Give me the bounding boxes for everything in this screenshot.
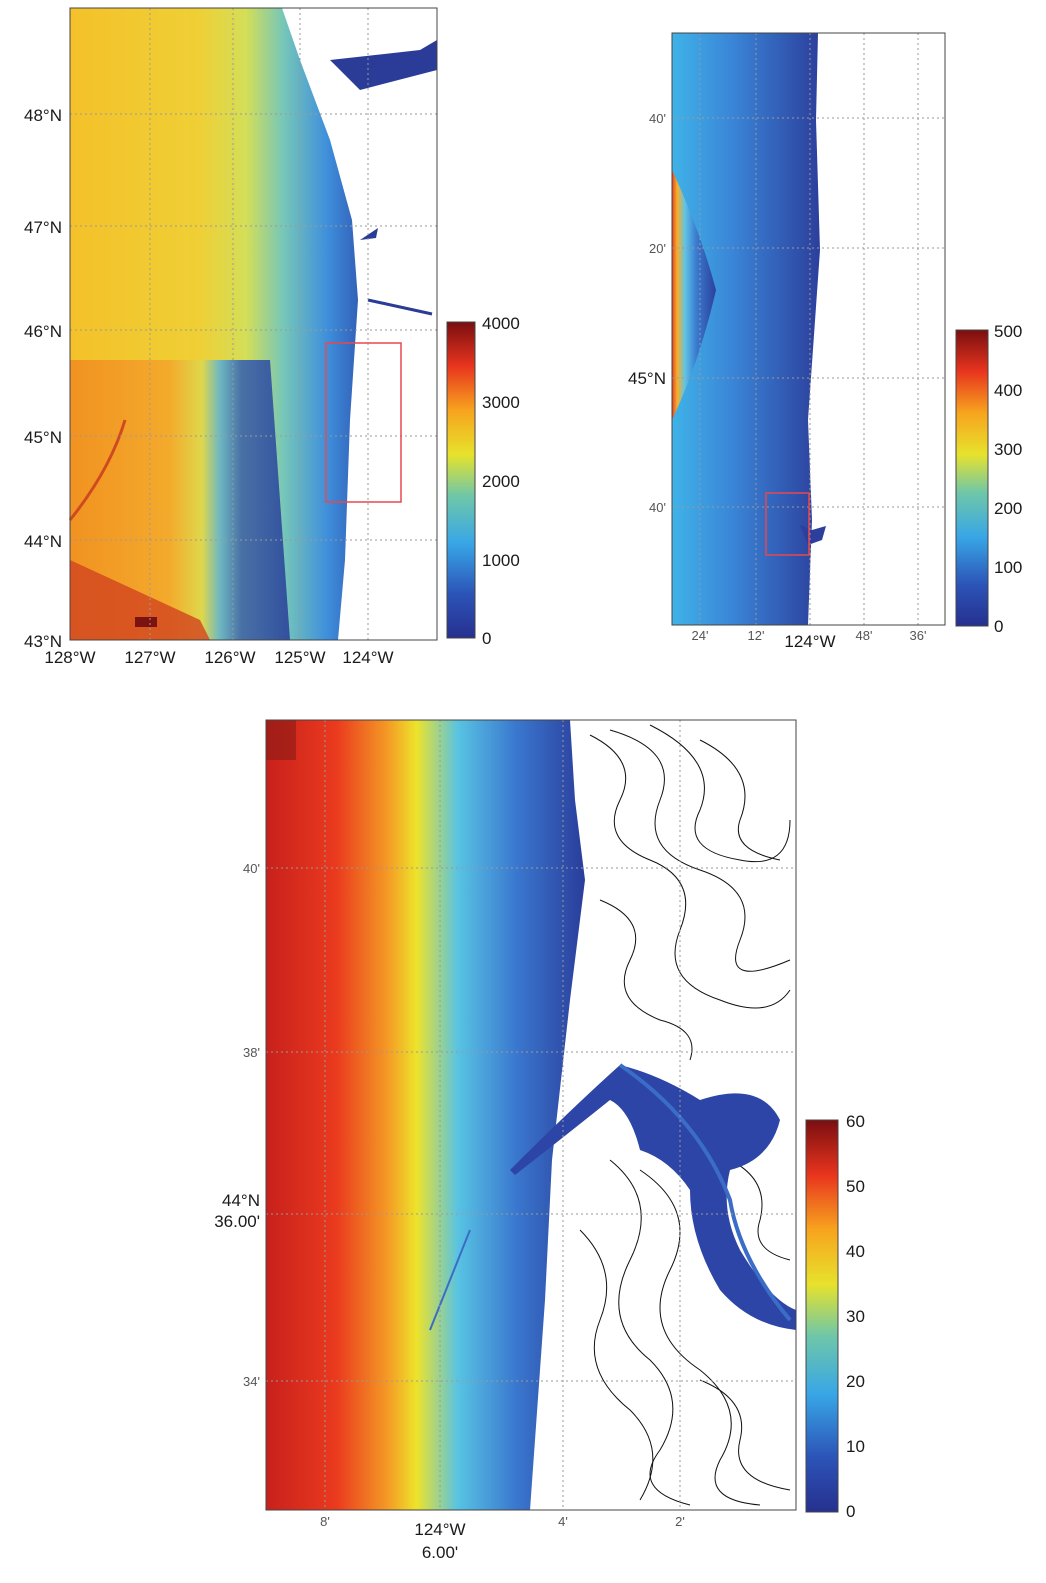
estuary-bathymetry [266,720,586,1510]
estuary-ytick: 40' [243,861,260,876]
regional-xtick: 128°W [44,648,95,667]
regional-river-mouth [360,228,378,240]
coastal-xtick: 36' [910,628,927,643]
regional-xtick: 124°W [342,648,393,667]
estuary-xtick: 4' [558,1514,568,1529]
estuary-xtick: 124°W [414,1520,465,1539]
regional-colorbar-tick: 0 [482,629,491,648]
regional-colorbar-tick: 4000 [482,314,520,333]
estuary-grid [266,720,796,1510]
regional-xtick: 125°W [274,648,325,667]
regional-colorbar [446,321,476,639]
coastal-deep-lobe [672,170,716,420]
estuary-xtick: 2' [675,1514,685,1529]
regional-ytick: 43°N [24,632,62,651]
regional-grid [70,8,437,640]
coastal-xtick: 12' [748,628,765,643]
regional-columbia-river [367,298,433,316]
estuary-ytick: 38' [243,1045,260,1060]
regional-xtick: 126°W [204,648,255,667]
estuary-colorbar-tick: 60 [846,1112,865,1131]
estuary-frame [265,719,797,1511]
estuary-trough [429,1229,471,1331]
regional-ytick: 45°N [24,428,62,447]
estuary-colorbar-tick: 20 [846,1372,865,1391]
coastal-xtick: 24' [692,628,709,643]
estuary-colorbar-tick: 10 [846,1437,865,1456]
estuary-xtick: 8' [320,1514,330,1529]
estuary-main-channel [618,1063,792,1322]
coastal-ytick: 20' [649,241,666,256]
coastal-colorbar-tick: 300 [994,440,1022,459]
regional-map-panel: 48°N 47°N 46°N 45°N 44°N 43°N 128°W 127°… [24,7,520,667]
regional-frame [69,7,438,641]
estuary-colorbar-tick: 50 [846,1177,865,1196]
estuary-colorbar-tick: 40 [846,1242,865,1261]
regional-colorbar-tick: 3000 [482,393,520,412]
regional-canyon [68,419,127,521]
estuary-deep-corner [266,720,296,760]
estuary-colorbar-tick: 0 [846,1502,855,1521]
coastal-colorbar-tick: 100 [994,558,1022,577]
coastal-colorbar-tick: 200 [994,499,1022,518]
regional-ytick: 44°N [24,532,62,551]
regional-strait [330,40,437,90]
coastal-ytick: 40' [649,111,666,126]
coastal-colorbar-tick: 500 [994,322,1022,341]
estuary-topo-contours [579,724,791,1506]
coastal-inset-box [765,492,810,556]
coastal-grid [672,33,945,625]
estuary-ytick: 36.00' [214,1212,260,1231]
regional-colorbar-tick: 2000 [482,472,520,491]
regional-inset-box [325,342,402,503]
regional-colorbar-tick: 1000 [482,551,520,570]
estuary-bay [510,1065,796,1330]
regional-ytick: 46°N [24,322,62,341]
estuary-xtick: 6.00' [422,1543,458,1562]
regional-deep-channel [70,560,210,640]
coastal-colorbar-tick: 0 [994,617,1003,636]
estuary-colorbar-tick: 30 [846,1307,865,1326]
regional-land [282,8,437,640]
coastal-estuary [800,525,826,545]
coastal-land [808,33,945,625]
coastal-xtick: 48' [856,628,873,643]
estuary-ytick: 44°N [222,1191,260,1210]
coastal-xtick: 124°W [784,632,835,651]
estuary-colorbar [805,1119,839,1513]
coastal-colorbar [955,329,989,627]
estuary-map-panel: 40' 38' 44°N 36.00' 34' 8' 124°W 6.00' 4… [214,719,865,1562]
coastal-frame [671,32,946,626]
coastal-ytick: 40' [649,500,666,515]
estuary-ytick: 34' [243,1374,260,1389]
regional-xtick: 127°W [124,648,175,667]
coastal-colorbar-tick: 400 [994,381,1022,400]
regional-ytick: 47°N [24,218,62,237]
regional-bathymetry-south [70,360,290,640]
regional-ytick: 48°N [24,106,62,125]
regional-deepest-patch [135,617,157,627]
coastal-map-panel: 40' 20' 45°N 40' 24' 12' 124°W 48' 36' 5… [628,32,1022,651]
coastal-ytick: 45°N [628,369,666,388]
